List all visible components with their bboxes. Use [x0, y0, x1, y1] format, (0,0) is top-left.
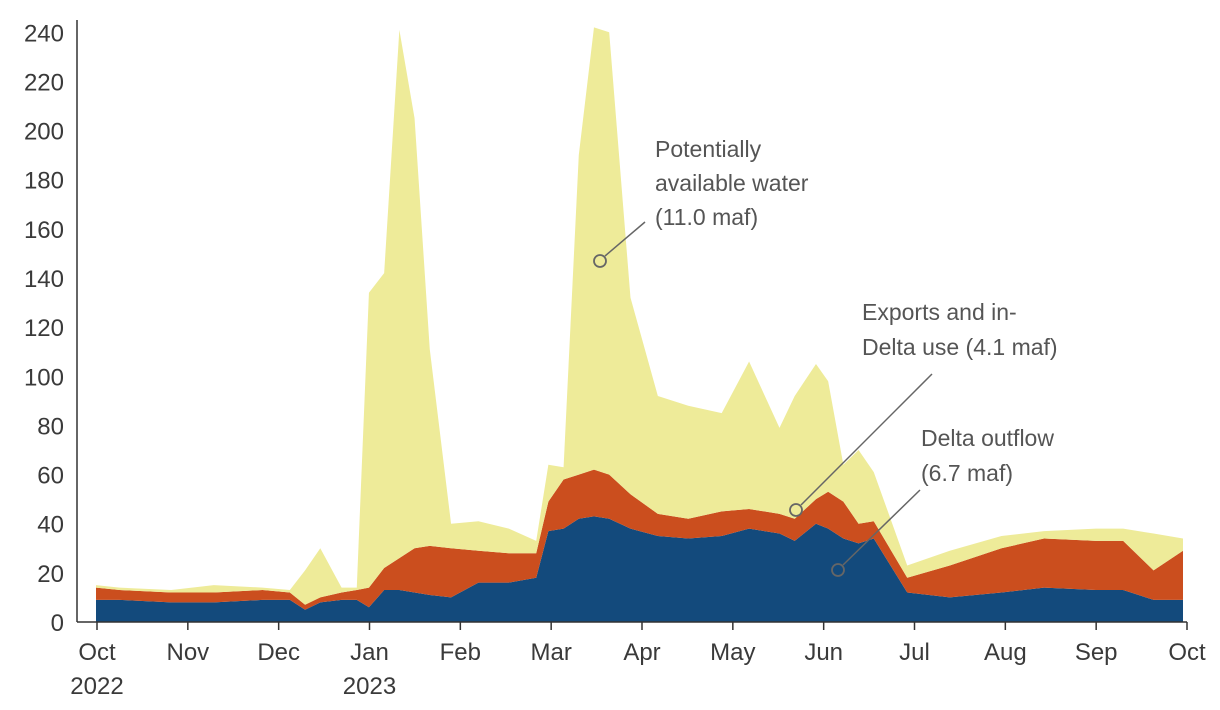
y-tick-label: 140 [24, 266, 64, 293]
x-tick-label: May [710, 639, 755, 666]
annotation-available-line-2: available water [655, 170, 809, 196]
annotation-available-line-3: (11.0 maf) [655, 204, 758, 230]
area-exports [96, 469, 1183, 610]
y-tick-label: 60 [37, 463, 64, 490]
y-tick-label: 0 [51, 610, 64, 637]
annotation-outflow-marker [831, 563, 845, 577]
annotation-outflow: Delta outflow (6.7 maf) [831, 425, 1054, 577]
y-tick-label: 160 [24, 217, 64, 244]
y-tick-label: 20 [37, 561, 64, 588]
area-outflow [96, 516, 1183, 622]
annotation-available-line-1: Potentially [655, 136, 762, 162]
annotation-exports-line-2: Delta use (4.1 maf) [862, 334, 1058, 360]
y-tick-label: 80 [37, 413, 64, 440]
x-tick-label: Nov [166, 639, 209, 666]
annotation-exports-marker [789, 503, 803, 517]
x-tick-label: Feb [440, 639, 481, 666]
y-tick-label: 220 [24, 69, 64, 96]
y-tick-label: 120 [24, 315, 64, 342]
y-tick-label: 100 [24, 364, 64, 391]
x-tick-label: Jun [804, 639, 843, 666]
y-tick-label: 240 [24, 20, 64, 47]
annotation-available-marker [593, 254, 607, 268]
x-tick-label: Oct [1168, 639, 1206, 666]
x-tick-label: Aug [984, 639, 1027, 666]
x-tick-label: Oct [78, 639, 116, 666]
x-tick-label: Jan [350, 639, 389, 666]
y-ticks: 0 20 40 60 80 100 120 140 160 180 200 220 240 [24, 20, 64, 637]
x-tick-label: Sep [1075, 639, 1118, 666]
annotation-exports-line-1: Exports and in- [862, 299, 1017, 325]
axes [76, 20, 1187, 623]
annotation-available: Potentially available water (11.0 maf) [593, 136, 809, 268]
annotations: Potentially available water (11.0 maf) E… [593, 136, 1058, 577]
x-tick-label: Apr [623, 639, 660, 666]
x-tick-year-label: 2022 [70, 673, 123, 700]
y-tick-label: 180 [24, 168, 64, 195]
x-tick-label: Jul [899, 639, 930, 666]
y-tick-label: 40 [37, 512, 64, 539]
annotation-outflow-line-2: (6.7 maf) [921, 460, 1013, 486]
annotation-exports-leader [800, 373, 933, 506]
annotation-exports: Exports and in- Delta use (4.1 maf) [789, 299, 1058, 517]
area-available [96, 27, 1183, 605]
annotation-available-leader [604, 221, 646, 257]
y-tick-label: 200 [24, 119, 64, 146]
x-tick-label: Dec [257, 639, 300, 666]
annotation-outflow-leader [842, 489, 921, 566]
x-ticks: Oct 2022 Nov Dec Jan 2023 Feb Mar Apr May Jun Jul Au… [70, 622, 1206, 700]
x-tick-year-label: 2023 [343, 673, 396, 700]
annotation-outflow-line-1: Delta outflow [921, 425, 1054, 451]
stacked-areas [96, 27, 1183, 622]
x-tick-label: Mar [530, 639, 571, 666]
